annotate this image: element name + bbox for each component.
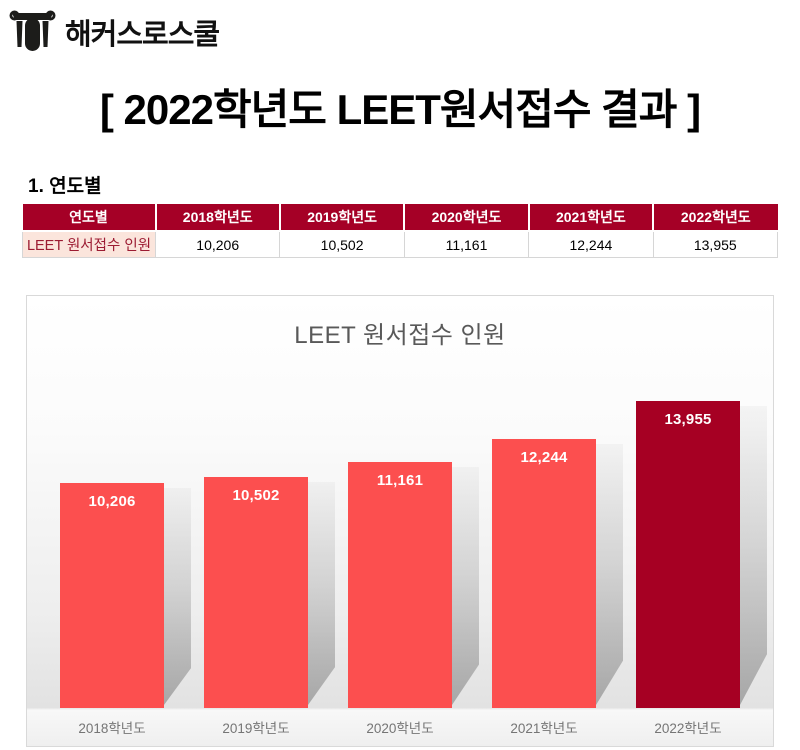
bar-value-label: 10,206	[88, 493, 136, 510]
x-axis-label: 2022학년도	[654, 721, 722, 736]
bar-column: 13,955	[616, 348, 767, 708]
bar-value-label: 10,502	[232, 487, 280, 504]
chart-title: LEET 원서접수 인원	[294, 322, 506, 349]
bar-column: 11,161	[328, 348, 479, 708]
page-title: [ 2022학년도 LEET원서접수 결과 ]	[99, 86, 701, 133]
table-data-row: LEET 원서접수 인원 10,206 10,502 11,161 12,244 13,9…	[22, 230, 779, 258]
table-value-cell: 12,244	[528, 230, 654, 258]
section-heading: 1. 연도별	[28, 176, 102, 197]
bar-chart: LEET 원서접수 인원 10,206 10,502 11,161 12,244 13,…	[26, 295, 774, 747]
pillar-h-logo-icon	[9, 10, 56, 51]
table-header-year: 2018학년도	[154, 204, 281, 232]
bar-shadow	[452, 467, 479, 705]
bar-column: 10,206	[40, 348, 191, 708]
table-header-year: 2021학년도	[527, 204, 655, 232]
table-value-cell: 10,206	[154, 230, 281, 258]
bar-2019학년도: 10,502	[204, 477, 335, 708]
bar-value-label: 13,955	[664, 411, 712, 428]
chart-bars: 10,206 10,502 11,161 12,244 13,955	[40, 348, 767, 708]
bar-2021학년도: 12,244	[492, 439, 623, 708]
bar-column: 10,502	[184, 348, 335, 708]
brand-header: 해커스로스쿨	[0, 0, 800, 54]
chart-x-axis-labels: 2018학년도 2019학년도 2020학년도 2021학년도 2022학년도	[40, 708, 760, 746]
table-header-category: 연도별	[22, 204, 157, 232]
bar-shadow	[740, 406, 767, 705]
brand-name: 해커스로스쿨	[65, 18, 220, 51]
x-axis-label: 2019학년도	[222, 721, 290, 736]
bar-shadow	[164, 488, 191, 705]
bar-shadow	[596, 444, 623, 705]
table-value-cell: 11,161	[403, 230, 530, 258]
bar-2020학년도: 11,161	[348, 462, 479, 708]
bar-shadow	[308, 482, 335, 705]
table-header-row: 연도별 2018학년도 2019학년도 2020학년도 2021학년도 2022학년도	[22, 204, 778, 232]
table-value-cell: 13,955	[652, 230, 779, 258]
table-value-cell: 10,502	[279, 230, 405, 258]
table-header-year: 2019학년도	[278, 204, 406, 232]
year-table: 연도별 2018학년도 2019학년도 2020학년도 2021학년도 2022학년도 L…	[22, 204, 779, 258]
bar-value-label: 11,161	[376, 472, 424, 489]
x-axis-label: 2020학년도	[366, 721, 434, 736]
bar-2022학년도: 13,955	[636, 401, 767, 708]
x-axis-label: 2018학년도	[78, 721, 146, 736]
table-header-year: 2022학년도	[652, 204, 778, 232]
bar-value-label: 12,244	[520, 449, 568, 466]
table-header-year: 2020학년도	[403, 204, 530, 232]
bar-column: 12,244	[472, 348, 623, 708]
table-row-label: LEET 원서접수 인원	[22, 230, 156, 258]
x-axis-label: 2021학년도	[510, 721, 578, 736]
bar-2018학년도: 10,206	[60, 483, 191, 708]
